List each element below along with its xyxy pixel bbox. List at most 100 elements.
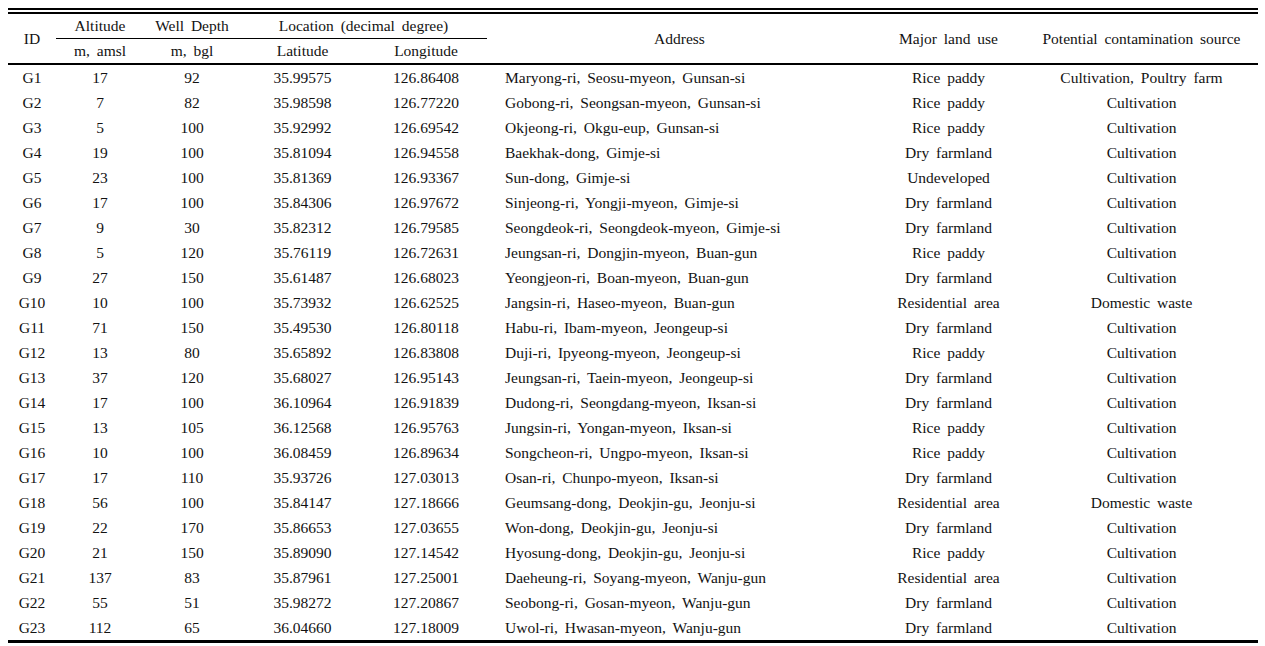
table-row: G22555135.98272127.20867Seobong-ri, Gosa… xyxy=(8,590,1258,615)
cell-altitude: 71 xyxy=(56,315,144,340)
cell-longitude: 126.80118 xyxy=(365,315,487,340)
cell-id: G3 xyxy=(8,115,56,140)
cell-address: Songcheon-ri, Ungpo-myeon, Iksan-si xyxy=(487,440,872,465)
cell-longitude: 127.18009 xyxy=(365,615,487,642)
cell-well-depth: 120 xyxy=(144,240,240,265)
cell-latitude: 35.98598 xyxy=(240,90,365,115)
cell-longitude: 126.93367 xyxy=(365,165,487,190)
cell-contamination: Cultivation, Poultry farm xyxy=(1025,64,1258,90)
cell-contamination: Cultivation xyxy=(1025,465,1258,490)
cell-id: G18 xyxy=(8,490,56,515)
cell-well-depth: 100 xyxy=(144,490,240,515)
cell-address: Sinjeong-ri, Yongji-myeon, Gimje-si xyxy=(487,190,872,215)
table-row: G192217035.86653127.03655Won-dong, Deokj… xyxy=(8,515,1258,540)
cell-contamination: Cultivation xyxy=(1025,215,1258,240)
cell-well-depth: 80 xyxy=(144,340,240,365)
cell-contamination: Cultivation xyxy=(1025,190,1258,215)
cell-contamination: Cultivation xyxy=(1025,140,1258,165)
cell-id: G10 xyxy=(8,290,56,315)
cell-latitude: 35.68027 xyxy=(240,365,365,390)
cell-land-use: Rice paddy xyxy=(872,240,1025,265)
cell-id: G1 xyxy=(8,64,56,90)
cell-contamination: Cultivation xyxy=(1025,340,1258,365)
cell-id: G17 xyxy=(8,465,56,490)
cell-land-use: Rice paddy xyxy=(872,115,1025,140)
cell-longitude: 126.68023 xyxy=(365,265,487,290)
cell-land-use: Residential area xyxy=(872,490,1025,515)
cell-altitude: 137 xyxy=(56,565,144,590)
cell-longitude: 127.14542 xyxy=(365,540,487,565)
cell-altitude: 5 xyxy=(56,240,144,265)
cell-land-use: Rice paddy xyxy=(872,64,1025,90)
cell-well-depth: 110 xyxy=(144,465,240,490)
cell-well-depth: 100 xyxy=(144,190,240,215)
header-contamination: Potential contamination source xyxy=(1025,11,1258,64)
well-information-table-container: ID Altitude Well Depth Location (decimal… xyxy=(0,0,1265,643)
cell-latitude: 35.65892 xyxy=(240,340,365,365)
header-address: Address xyxy=(487,11,872,64)
cell-address: Seobong-ri, Gosan-myeon, Wanju-gun xyxy=(487,590,872,615)
cell-land-use: Dry farmland xyxy=(872,390,1025,415)
cell-land-use: Dry farmland xyxy=(872,465,1025,490)
cell-altitude: 17 xyxy=(56,190,144,215)
cell-well-depth: 100 xyxy=(144,390,240,415)
cell-longitude: 127.03655 xyxy=(365,515,487,540)
cell-altitude: 9 xyxy=(56,215,144,240)
table-row: G41910035.81094126.94558Baekhak-dong, Gi… xyxy=(8,140,1258,165)
cell-latitude: 35.89090 xyxy=(240,540,365,565)
cell-latitude: 35.87961 xyxy=(240,565,365,590)
cell-well-depth: 100 xyxy=(144,440,240,465)
cell-latitude: 35.84306 xyxy=(240,190,365,215)
cell-contamination: Cultivation xyxy=(1025,615,1258,642)
cell-address: Jangsin-ri, Haseo-myeon, Buan-gun xyxy=(487,290,872,315)
cell-land-use: Rice paddy xyxy=(872,540,1025,565)
cell-land-use: Dry farmland xyxy=(872,315,1025,340)
cell-well-depth: 150 xyxy=(144,265,240,290)
cell-well-depth: 30 xyxy=(144,215,240,240)
cell-land-use: Dry farmland xyxy=(872,590,1025,615)
cell-longitude: 126.69542 xyxy=(365,115,487,140)
cell-altitude: 19 xyxy=(56,140,144,165)
cell-longitude: 126.94558 xyxy=(365,140,487,165)
cell-land-use: Dry farmland xyxy=(872,215,1025,240)
cell-contamination: Cultivation xyxy=(1025,415,1258,440)
cell-longitude: 126.89634 xyxy=(365,440,487,465)
cell-latitude: 35.82312 xyxy=(240,215,365,240)
cell-altitude: 27 xyxy=(56,265,144,290)
cell-latitude: 36.10964 xyxy=(240,390,365,415)
cell-altitude: 10 xyxy=(56,290,144,315)
cell-well-depth: 92 xyxy=(144,64,240,90)
cell-address: Osan-ri, Chunpo-myeon, Iksan-si xyxy=(487,465,872,490)
cell-land-use: Dry farmland xyxy=(872,265,1025,290)
cell-contamination: Cultivation xyxy=(1025,515,1258,540)
cell-latitude: 35.81094 xyxy=(240,140,365,165)
table-row: G12138035.65892126.83808Duji-ri, Ipyeong… xyxy=(8,340,1258,365)
cell-altitude: 5 xyxy=(56,115,144,140)
cell-contamination: Cultivation xyxy=(1025,315,1258,340)
cell-well-depth: 65 xyxy=(144,615,240,642)
cell-id: G13 xyxy=(8,365,56,390)
table-row: G101010035.73932126.62525Jangsin-ri, Has… xyxy=(8,290,1258,315)
cell-id: G23 xyxy=(8,615,56,642)
header-well-depth: Well Depth xyxy=(144,11,240,39)
cell-land-use: Undeveloped xyxy=(872,165,1025,190)
table-body: G1179235.99575126.86408Maryong-ri, Seosu… xyxy=(8,64,1258,642)
table-row: G1179235.99575126.86408Maryong-ri, Seosu… xyxy=(8,64,1258,90)
table-row: G151310536.12568126.95763Jungsin-ri, Yon… xyxy=(8,415,1258,440)
cell-land-use: Rice paddy xyxy=(872,90,1025,115)
cell-id: G2 xyxy=(8,90,56,115)
cell-land-use: Dry farmland xyxy=(872,515,1025,540)
cell-id: G19 xyxy=(8,515,56,540)
cell-land-use: Dry farmland xyxy=(872,140,1025,165)
cell-altitude: 37 xyxy=(56,365,144,390)
cell-longitude: 126.97672 xyxy=(365,190,487,215)
cell-well-depth: 100 xyxy=(144,140,240,165)
cell-longitude: 126.83808 xyxy=(365,340,487,365)
cell-altitude: 10 xyxy=(56,440,144,465)
cell-address: Yeongjeon-ri, Boan-myeon, Buan-gun xyxy=(487,265,872,290)
cell-address: Okjeong-ri, Okgu-eup, Gunsan-si xyxy=(487,115,872,140)
table-row: G133712035.68027126.95143Jeungsan-ri, Ta… xyxy=(8,365,1258,390)
cell-contamination: Cultivation xyxy=(1025,565,1258,590)
cell-altitude: 7 xyxy=(56,90,144,115)
cell-longitude: 127.18666 xyxy=(365,490,487,515)
